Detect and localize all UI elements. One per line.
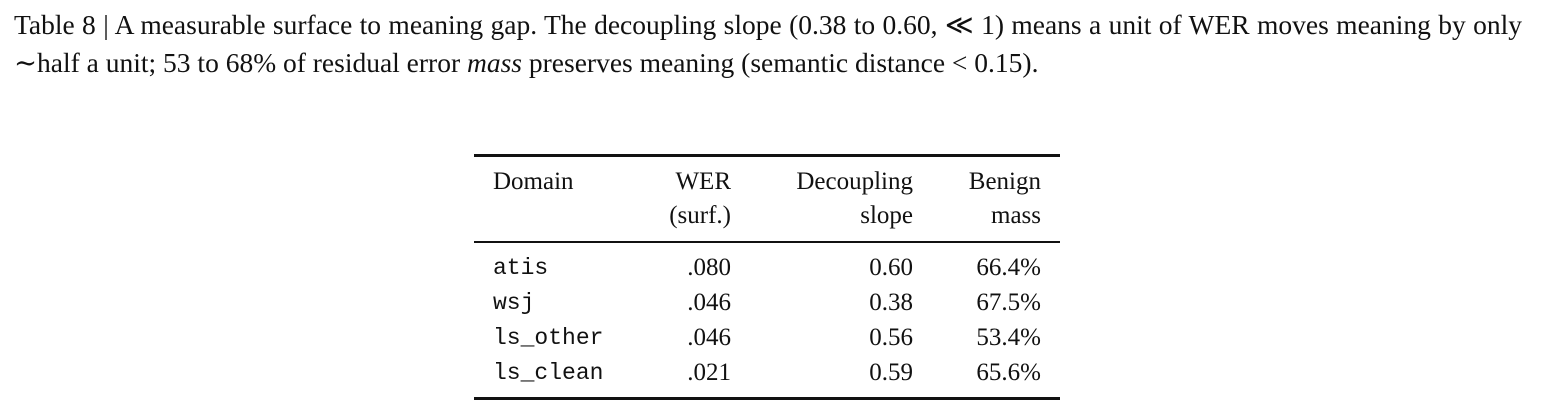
value-cell: 0.38 (869, 289, 913, 316)
domain-cell: wsj (493, 290, 535, 316)
header-cell: slope (860, 202, 913, 229)
value-cell: 0.56 (869, 324, 913, 351)
value-cell: 65.6% (976, 359, 1041, 386)
table-caption: Table 8 | A measurable surface to meanin… (14, 6, 1522, 82)
value-cell: .046 (687, 324, 731, 351)
top-rule (474, 154, 1060, 157)
mid-rule (474, 241, 1060, 243)
domain-cell: ls_clean (493, 360, 604, 386)
header-cell: WER (675, 168, 731, 195)
caption-text: preserves meaning (semantic distance < 0… (522, 47, 1039, 78)
value-cell: .080 (687, 254, 731, 281)
caption-text: A measurable surface to meaning gap. The… (14, 9, 1523, 78)
caption-emphasis: mass (467, 47, 523, 78)
bottom-rule (474, 397, 1060, 400)
value-cell: 0.59 (869, 359, 913, 386)
value-cell: .021 (687, 359, 731, 386)
caption-separator: | (103, 9, 109, 40)
header-cell: Domain (493, 168, 574, 195)
caption-label: Table 8 (14, 9, 96, 40)
domain-cell: ls_other (493, 325, 604, 351)
value-cell: 0.60 (869, 254, 913, 281)
header-cell: (surf.) (669, 202, 731, 229)
value-cell: .046 (687, 289, 731, 316)
header-cell: Decoupling (796, 168, 913, 195)
header-cell: Benign (968, 168, 1041, 195)
value-cell: 67.5% (976, 289, 1041, 316)
value-cell: 53.4% (976, 324, 1041, 351)
header-cell: mass (991, 202, 1041, 229)
domain-cell: atis (493, 255, 549, 281)
value-cell: 66.4% (976, 254, 1041, 281)
